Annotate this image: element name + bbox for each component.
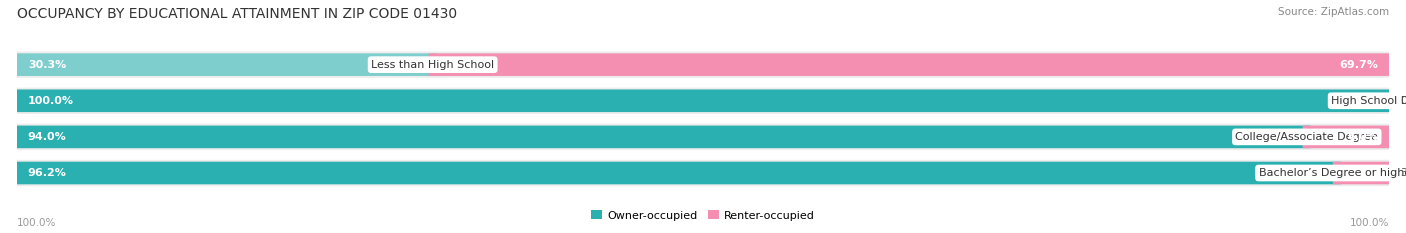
FancyBboxPatch shape	[1333, 162, 1393, 184]
Text: 6.0%: 6.0%	[1347, 132, 1378, 142]
FancyBboxPatch shape	[13, 162, 1341, 184]
FancyBboxPatch shape	[429, 53, 1393, 76]
Text: 96.2%: 96.2%	[28, 168, 66, 178]
Text: 94.0%: 94.0%	[28, 132, 66, 142]
FancyBboxPatch shape	[10, 51, 1396, 78]
Text: High School Diploma: High School Diploma	[1331, 96, 1406, 106]
Text: 100.0%: 100.0%	[28, 96, 75, 106]
Text: Bachelor’s Degree or higher: Bachelor’s Degree or higher	[1258, 168, 1406, 178]
FancyBboxPatch shape	[10, 160, 1396, 186]
Text: 100.0%: 100.0%	[1350, 218, 1389, 228]
Text: 30.3%: 30.3%	[28, 60, 66, 70]
Text: OCCUPANCY BY EDUCATIONAL ATTAINMENT IN ZIP CODE 01430: OCCUPANCY BY EDUCATIONAL ATTAINMENT IN Z…	[17, 7, 457, 21]
Text: 3.8%: 3.8%	[1400, 168, 1406, 178]
FancyBboxPatch shape	[10, 88, 1396, 114]
FancyBboxPatch shape	[1303, 126, 1393, 148]
Legend: Owner-occupied, Renter-occupied: Owner-occupied, Renter-occupied	[586, 206, 820, 225]
FancyBboxPatch shape	[10, 124, 1396, 150]
Text: Less than High School: Less than High School	[371, 60, 495, 70]
Text: 69.7%: 69.7%	[1340, 60, 1378, 70]
Text: 0.0%: 0.0%	[1400, 96, 1406, 106]
Text: Source: ZipAtlas.com: Source: ZipAtlas.com	[1278, 7, 1389, 17]
FancyBboxPatch shape	[13, 89, 1393, 112]
FancyBboxPatch shape	[13, 53, 437, 76]
Text: 100.0%: 100.0%	[17, 218, 56, 228]
Text: College/Associate Degree: College/Associate Degree	[1236, 132, 1378, 142]
FancyBboxPatch shape	[13, 126, 1310, 148]
